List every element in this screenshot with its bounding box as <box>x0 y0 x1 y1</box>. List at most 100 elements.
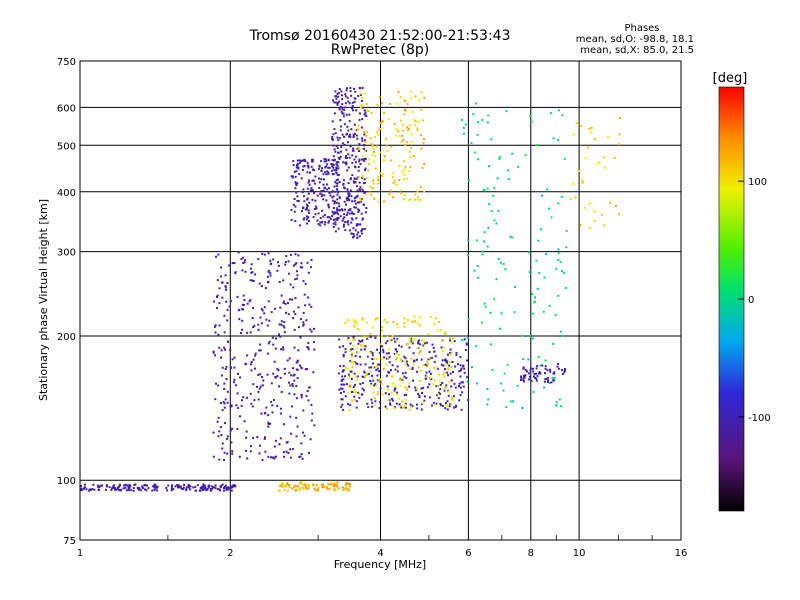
data-point <box>263 306 266 309</box>
data-point <box>368 158 371 161</box>
data-point <box>272 343 275 346</box>
data-point <box>387 357 390 360</box>
data-point <box>420 147 423 150</box>
data-point <box>304 486 307 489</box>
data-point <box>300 482 303 485</box>
data-point <box>321 167 323 170</box>
data-point <box>258 444 261 447</box>
data-point <box>246 331 249 334</box>
data-point <box>560 405 563 408</box>
data-point <box>406 343 409 346</box>
data-point <box>420 358 423 361</box>
data-point <box>403 178 405 181</box>
data-point <box>383 112 385 114</box>
data-point <box>80 485 83 487</box>
data-point <box>459 369 462 372</box>
data-point <box>408 124 411 127</box>
data-point <box>276 368 279 371</box>
data-point <box>351 149 354 152</box>
data-point <box>338 108 341 111</box>
data-point <box>428 357 431 360</box>
data-point <box>394 348 397 351</box>
data-point <box>330 163 333 165</box>
data-point <box>418 394 421 397</box>
data-point <box>308 220 310 222</box>
data-point <box>353 200 356 203</box>
data-point <box>444 331 447 334</box>
data-point <box>279 376 282 379</box>
data-point <box>290 374 293 377</box>
data-point <box>536 287 539 290</box>
data-point <box>154 487 157 490</box>
data-point <box>530 120 533 123</box>
data-point <box>317 488 320 491</box>
data-point <box>448 364 451 367</box>
data-point <box>371 154 374 157</box>
data-point <box>279 335 282 338</box>
data-point <box>110 489 113 491</box>
data-point <box>306 390 309 392</box>
data-point <box>361 106 364 109</box>
data-point <box>349 385 352 388</box>
data-point <box>488 165 491 168</box>
data-point <box>141 486 144 489</box>
data-point <box>557 109 560 112</box>
colorbar-gradient <box>718 86 745 512</box>
data-point <box>371 374 373 377</box>
data-point <box>520 375 522 378</box>
data-point <box>376 104 379 107</box>
data-point <box>330 482 333 485</box>
data-point <box>419 198 422 201</box>
data-point <box>459 386 462 389</box>
data-point <box>367 169 370 172</box>
data-point <box>410 140 413 143</box>
data-point <box>393 389 396 392</box>
data-point <box>355 185 358 188</box>
data-point <box>307 341 310 344</box>
data-point <box>402 160 405 163</box>
data-point <box>347 166 350 169</box>
data-point <box>351 355 353 358</box>
data-point <box>460 408 463 411</box>
data-point <box>226 435 229 438</box>
data-point <box>332 199 335 202</box>
data-point <box>504 268 507 271</box>
data-point <box>556 365 559 368</box>
data-point <box>487 114 490 117</box>
data-point <box>363 159 366 162</box>
data-point <box>364 157 367 160</box>
data-point <box>299 455 302 458</box>
data-point <box>489 311 492 314</box>
data-point <box>490 138 493 141</box>
data-point <box>265 406 268 409</box>
data-point <box>296 377 299 379</box>
data-point <box>341 370 344 373</box>
data-point <box>449 339 451 342</box>
data-point <box>425 360 428 363</box>
data-point <box>236 428 239 430</box>
data-point <box>408 199 411 201</box>
data-point <box>185 488 188 491</box>
data-point <box>337 213 340 216</box>
data-point <box>219 426 222 428</box>
data-point <box>225 488 228 491</box>
data-point <box>359 199 362 202</box>
data-point <box>355 375 358 378</box>
data-point <box>431 356 433 359</box>
data-point <box>199 489 202 492</box>
y-tick-label: 75 <box>63 536 76 547</box>
data-point <box>219 485 222 488</box>
data-point <box>341 486 344 489</box>
data-point <box>333 488 336 491</box>
data-point <box>441 359 444 362</box>
data-point <box>306 261 309 264</box>
data-point <box>341 103 344 106</box>
data-point <box>269 274 272 277</box>
data-point <box>358 201 361 204</box>
data-point <box>531 337 534 340</box>
data-point <box>302 323 305 326</box>
data-point <box>296 199 299 202</box>
data-point <box>348 156 351 159</box>
data-point <box>417 339 420 342</box>
data-point <box>115 488 118 491</box>
